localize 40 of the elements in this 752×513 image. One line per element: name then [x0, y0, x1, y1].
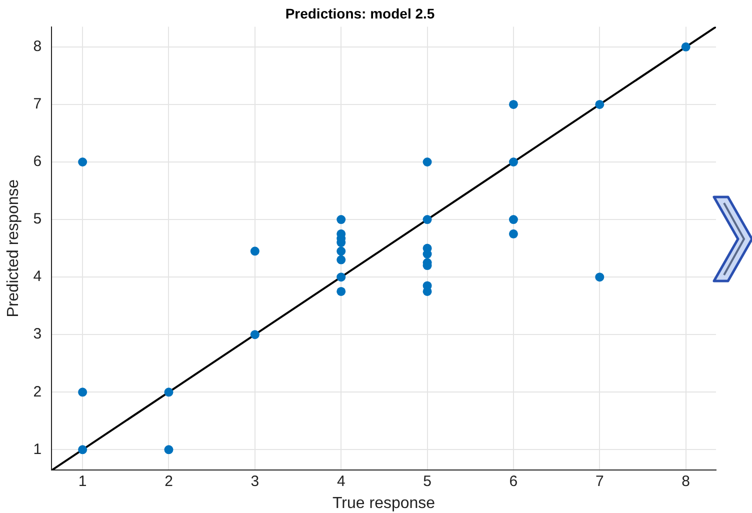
point	[595, 100, 604, 109]
point	[336, 215, 346, 224]
point	[336, 255, 346, 264]
point	[164, 445, 174, 454]
point	[250, 330, 260, 340]
y-tick-label: 6	[33, 153, 42, 170]
y-axis-title: Predicted response	[5, 179, 22, 318]
point	[336, 272, 346, 282]
y-tick-label: 8	[33, 38, 42, 56]
point	[595, 272, 604, 282]
y-tick-label: 7	[33, 96, 42, 113]
x-tick-label: 7	[595, 472, 604, 490]
y-tick-label: 1	[33, 440, 42, 458]
point	[250, 246, 260, 256]
x-tick-label: 6	[509, 472, 518, 490]
point	[508, 100, 518, 109]
point	[508, 229, 518, 238]
point	[164, 388, 174, 397]
point	[336, 246, 346, 256]
point	[508, 215, 518, 224]
y-tick-label: 4	[33, 268, 42, 286]
chart-title: Predictions: model 2.5	[285, 5, 435, 22]
x-tick-label: 8	[682, 472, 690, 490]
x-tick-label: 1	[78, 472, 87, 490]
point	[78, 445, 88, 454]
point	[78, 388, 88, 397]
point	[78, 158, 88, 166]
y-tick-label: 2	[33, 383, 42, 400]
x-tick-label: 3	[250, 472, 260, 490]
point	[422, 215, 432, 224]
x-tick-label: 2	[164, 472, 173, 490]
point	[422, 158, 432, 166]
x-axis-title: True response	[332, 494, 436, 512]
x-tick-label: 5	[423, 472, 432, 490]
point	[508, 158, 518, 166]
y-tick-label: 5	[33, 210, 42, 228]
point	[336, 286, 346, 296]
y-tick-label: 3	[33, 326, 42, 343]
point	[681, 42, 690, 52]
x-tick-label: 4	[336, 472, 346, 490]
